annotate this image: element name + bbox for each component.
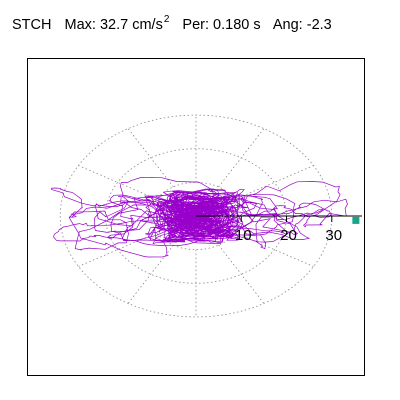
grid-spoke-240 [127, 244, 174, 304]
grid-spoke-120 [127, 128, 174, 188]
max-value: 32.7 cm/s [99, 17, 163, 33]
ang-label: Ang: [272, 17, 303, 33]
radial-tick-label-20: 20 [280, 227, 297, 244]
max-unit-exponent: 2 [163, 14, 170, 25]
orbit-trace [51, 176, 348, 258]
per-value: 0.180 s [213, 17, 261, 33]
grid-spoke-60 [218, 128, 265, 188]
per-label: Per: [182, 17, 210, 33]
radial-tick-label-10: 10 [235, 227, 252, 244]
max-marker [352, 216, 360, 224]
radial-tick-label-30: 30 [325, 227, 342, 244]
plot-frame [27, 58, 365, 376]
orbit-path [51, 176, 348, 258]
max-label: Max: [64, 17, 96, 33]
radial-axis: 10 20 30 [196, 215, 362, 244]
station-code: STCH [12, 17, 52, 33]
grid-spoke-300 [218, 244, 265, 304]
ang-value: -2.3 [306, 17, 332, 33]
chart-header: STCH Max: 32.7 cm/s2 Per: 0.180 s Ang: -… [12, 14, 332, 33]
